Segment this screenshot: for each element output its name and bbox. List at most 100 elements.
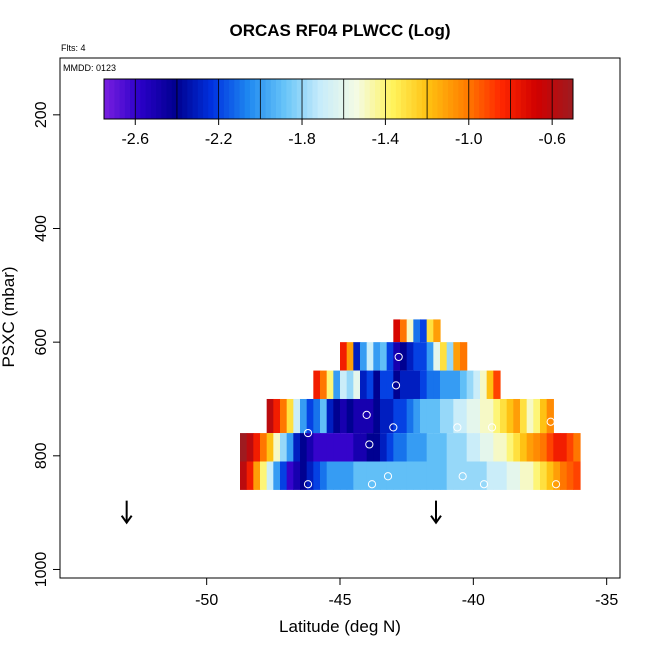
heatmap-cell (326, 433, 334, 462)
heatmap-cell (340, 461, 348, 490)
colorbar-segment (562, 79, 569, 119)
colorbar-segment (124, 79, 131, 119)
heatmap-cell (273, 398, 281, 434)
sample-marker (367, 480, 377, 489)
heatmap-cell (413, 398, 421, 434)
heatmap-cell (393, 319, 401, 343)
heatmap-cell (380, 342, 388, 371)
colorbar-tick-label: -2.2 (205, 131, 233, 148)
colorbar-segment (187, 79, 194, 119)
y-tick-label: 600 (33, 329, 50, 356)
heatmap-cell (433, 398, 441, 434)
heatmap-cell (386, 342, 394, 371)
heatmap-cell (260, 433, 268, 462)
heatmap-cell (313, 461, 321, 490)
y-tick-label: 1000 (33, 552, 50, 588)
colorbar-segment (192, 79, 199, 119)
heatmap-cell (553, 433, 561, 462)
sample-marker (546, 417, 555, 426)
colorbar-segment (432, 79, 439, 119)
heatmap-cell (513, 461, 521, 490)
colorbar-segment (130, 79, 136, 119)
heatmap-cell (433, 461, 441, 490)
colorbar-segment (468, 79, 475, 119)
colorbar-segment (302, 79, 308, 119)
heatmap-cell (506, 433, 514, 462)
heatmap-cell (560, 461, 568, 490)
colorbar-segment (203, 79, 209, 119)
sample-marker (479, 480, 489, 489)
colorbar-segment (520, 79, 527, 119)
heatmap-cell (466, 398, 474, 434)
colorbar-segment (567, 79, 574, 119)
colorbar-segment (328, 79, 334, 119)
y-axis-label: PSXC (mbar) (0, 266, 18, 367)
heatmap-cell (326, 398, 334, 434)
heatmap-cell (340, 342, 348, 371)
heatmap-cell (453, 461, 461, 490)
colorbar-segment (411, 79, 418, 119)
colorbar-segment (354, 79, 360, 119)
colorbar-segment (333, 79, 339, 119)
heatmap-cell (393, 433, 401, 462)
heatmap-cell (426, 370, 434, 399)
colorbar-segment (406, 79, 412, 119)
heatmap-cell (393, 342, 401, 371)
heatmap-cell (460, 398, 468, 434)
heatmap-cell (420, 398, 428, 434)
heatmap-cell (433, 370, 441, 399)
colorbar-segment (255, 79, 261, 119)
colorbar-segment (505, 79, 511, 119)
colorbar-segment (291, 79, 298, 119)
sample-marker (365, 440, 374, 449)
sample-marker (487, 423, 497, 432)
heatmap-cell (253, 461, 261, 490)
colorbar-segment (348, 79, 355, 119)
colorbar-frame (103, 78, 574, 120)
heatmap-cell (566, 461, 574, 490)
heatmap-cell (546, 433, 554, 462)
colorbar-segment (161, 79, 168, 119)
heatmap-cell (453, 342, 461, 371)
heatmap-cell (440, 342, 448, 371)
heatmap-cell (360, 370, 368, 399)
heatmap-cell (346, 433, 354, 462)
colorbar-segment (526, 79, 532, 119)
heatmap-cell (313, 398, 321, 434)
heatmap-cell (426, 398, 434, 434)
heatmap-cell (466, 370, 474, 399)
heatmap-cell (386, 433, 394, 462)
colorbar-segment (317, 79, 324, 119)
heatmap-cell (353, 398, 361, 434)
heatmap-cell (466, 461, 474, 490)
heatmap-cell (420, 342, 428, 371)
heatmap-cell (433, 342, 441, 371)
heatmap-cell (446, 342, 454, 371)
heatmap-cell (473, 461, 481, 490)
sample-marker (383, 472, 393, 481)
heatmap-cell (440, 433, 448, 462)
sample-marker (389, 423, 398, 432)
heatmap-cell (333, 398, 341, 434)
sample-marker (303, 480, 313, 489)
colorbar-segment (312, 79, 319, 119)
heatmap-cell (493, 370, 501, 399)
colorbar-segment (275, 79, 282, 119)
colorbar-segment (447, 79, 454, 119)
heatmap-cell (320, 433, 328, 462)
heatmap-cell (320, 461, 328, 490)
heatmap-cell (400, 398, 408, 434)
heatmap-cell (386, 370, 394, 399)
colorbar-segment (458, 79, 465, 119)
colorbar-segment (484, 79, 491, 119)
sample-marker (391, 381, 401, 390)
heatmap-cell (400, 433, 408, 462)
heatmap-cell (520, 461, 528, 490)
heatmap-cell (306, 398, 314, 434)
colorbar-segment (369, 79, 376, 119)
colorbar-segment (442, 79, 449, 119)
heatmap-cell (346, 398, 354, 434)
colorbar-segment (171, 79, 178, 119)
colorbar-segment (223, 79, 230, 119)
